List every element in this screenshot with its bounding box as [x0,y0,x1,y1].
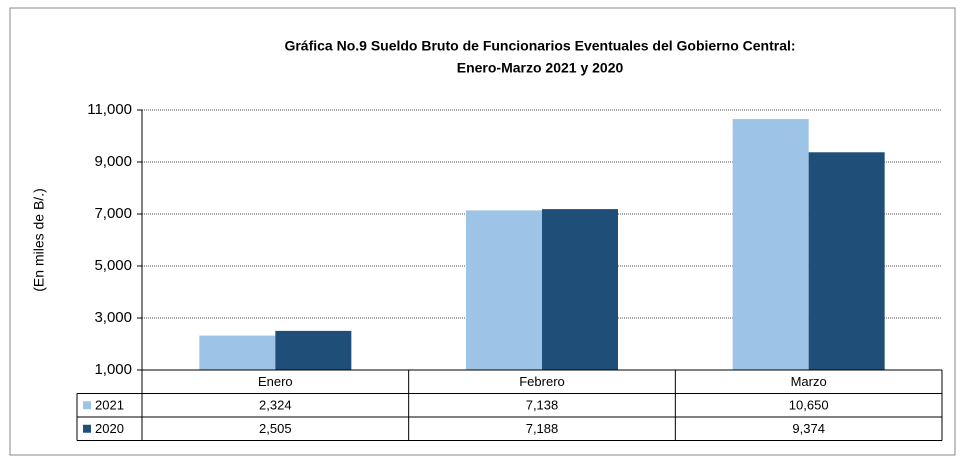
chart-title: Gráfica No.9 Sueldo Bruto de Funcionario… [284,38,795,54]
bar [199,335,276,370]
table-value: 7,188 [526,421,559,436]
table-value: 9,374 [792,421,825,436]
y-tick-label: 9,000 [94,153,132,170]
bar [466,210,542,370]
legend-label: 2021 [95,398,124,413]
bar [275,330,352,370]
y-tick-label: 11,000 [87,101,132,118]
chart-subtitle: Enero-Marzo 2021 y 2020 [457,60,624,76]
y-tick-label: 7,000 [94,205,132,222]
y-axis-label: (En miles de B/.) [31,188,47,291]
table-value: 2,505 [259,421,292,436]
legend-swatch [83,401,91,410]
y-tick-label: 1,000 [94,361,132,378]
x-tick-label: Febrero [519,374,565,389]
legend-label: 2020 [95,421,124,436]
y-tick-label: 5,000 [94,257,132,274]
bar [732,119,809,370]
bar [808,152,885,370]
x-tick-label: Enero [258,374,293,389]
x-tick-label: Marzo [791,374,827,389]
table-value: 7,138 [526,398,559,413]
legend-swatch [83,424,91,433]
table-value: 2,324 [259,398,292,413]
bar [542,209,618,370]
y-tick-label: 3,000 [94,309,132,326]
table-value: 10,650 [789,398,829,413]
